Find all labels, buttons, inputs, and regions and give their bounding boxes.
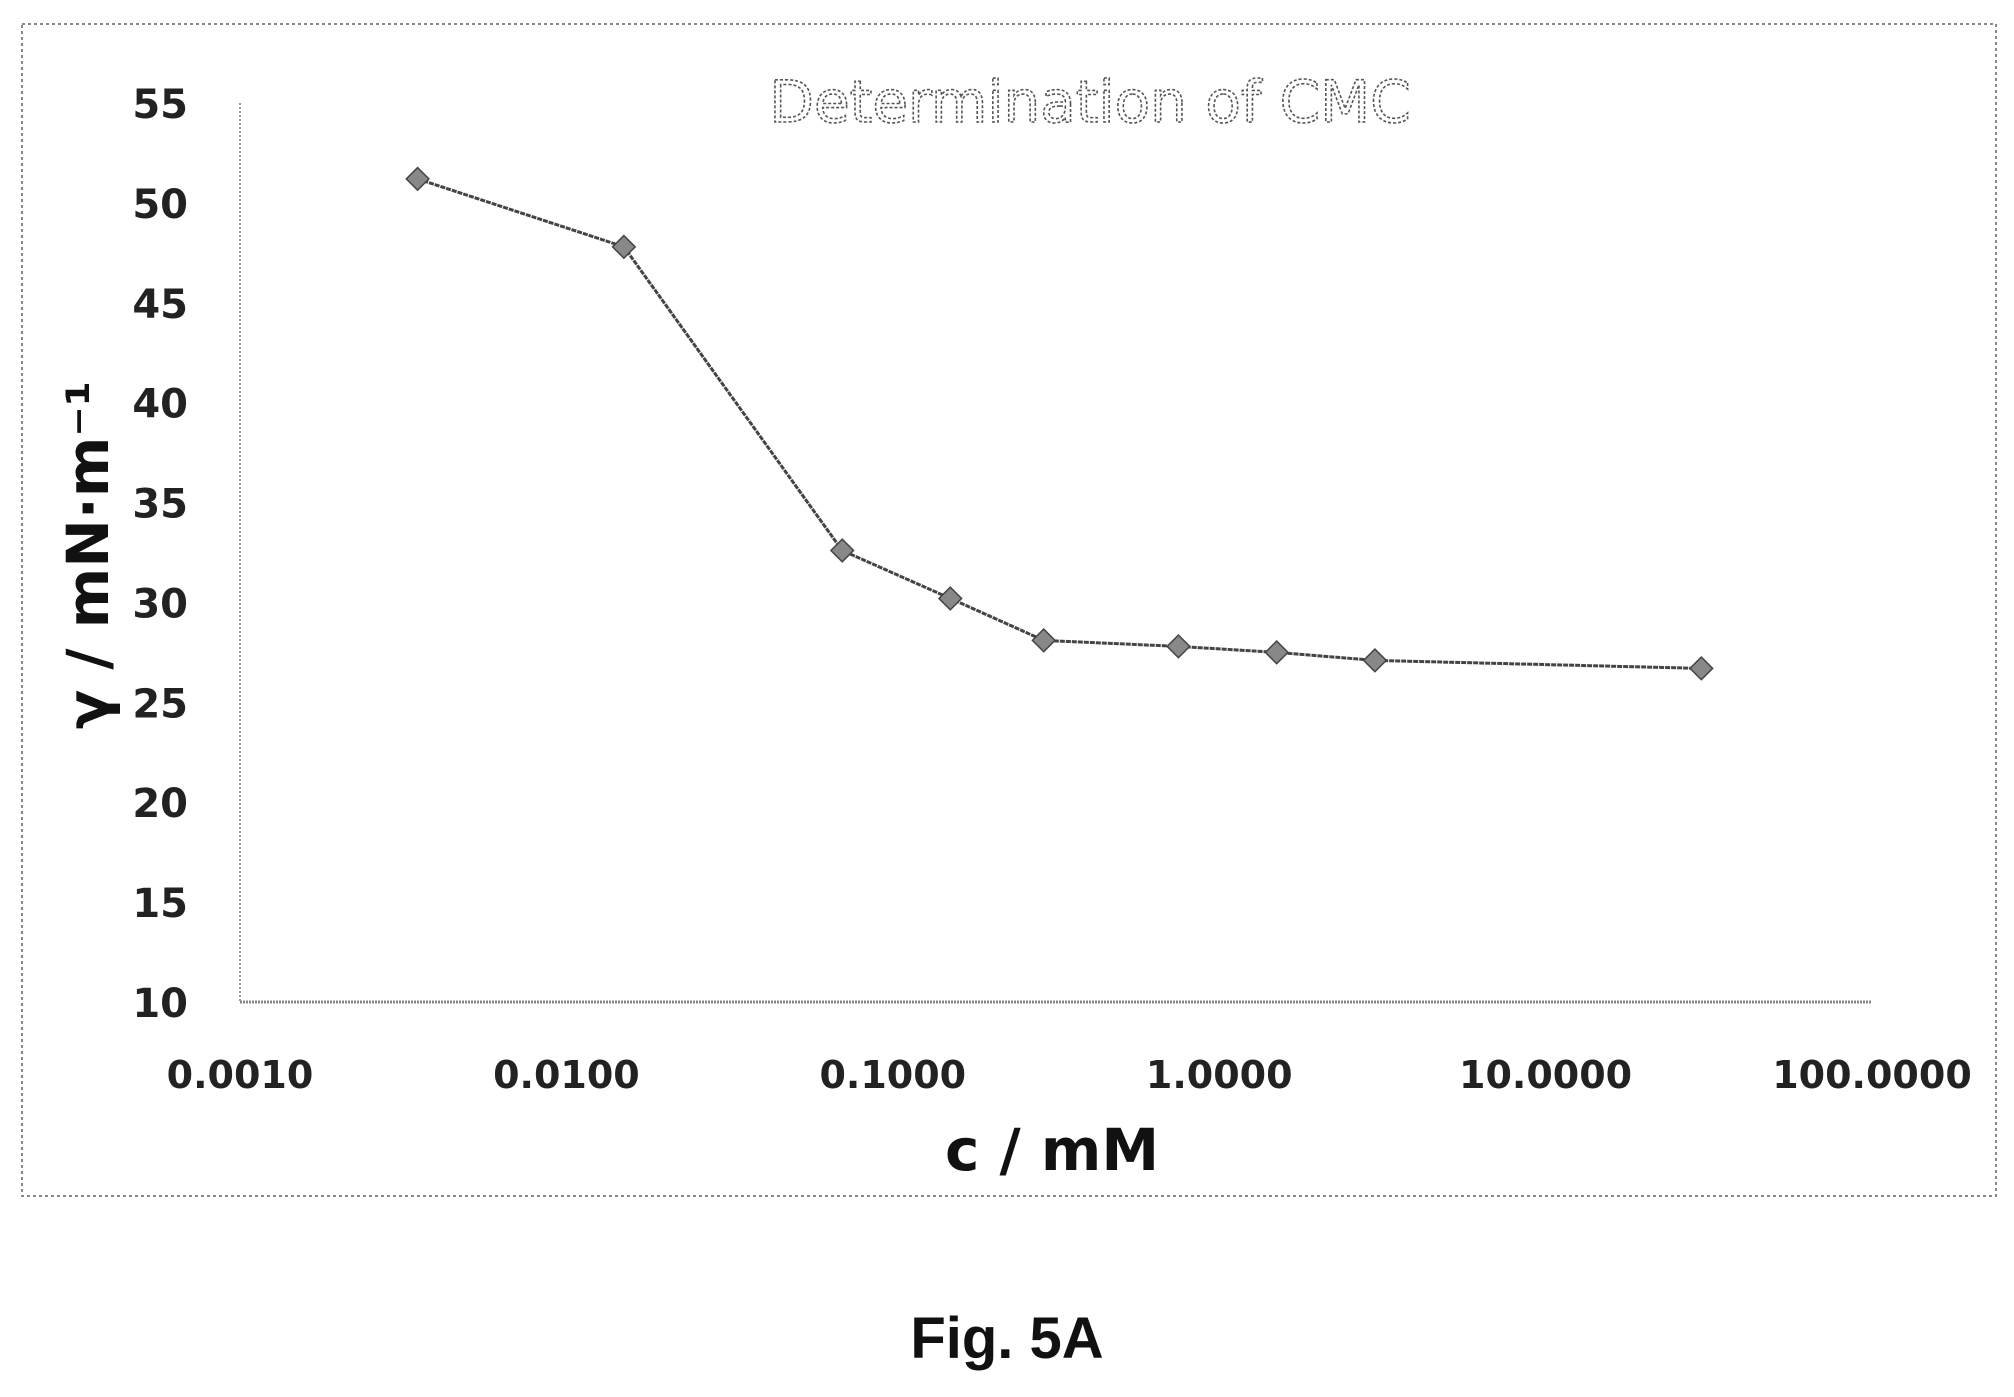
chart-frame (21, 23, 1997, 1197)
figure-caption: Fig. 5A (910, 1306, 1104, 1371)
data-point (405, 166, 430, 192)
x-tick-label: 1.0000 (1146, 1053, 1293, 1097)
chart-title: Determination of CMC (769, 68, 1410, 136)
data-point (1688, 655, 1714, 681)
x-tick-label: 10.0000 (1459, 1053, 1632, 1097)
data-point (611, 234, 637, 260)
y-tick-label: 35 (132, 482, 188, 528)
y-tick-label: 30 (132, 581, 188, 627)
plot-area (239, 103, 1872, 1004)
series-group (405, 166, 1714, 681)
y-tick-label: 10 (132, 981, 188, 1027)
x-tick-label: 100.0000 (1772, 1053, 1972, 1097)
x-axis-label: c / mM (945, 1116, 1159, 1184)
y-tick-label: 20 (132, 781, 188, 827)
data-point (829, 538, 855, 563)
y-tick-label: 40 (132, 382, 188, 428)
x-tick-label: 0.0010 (167, 1053, 314, 1097)
x-tick-labels: 0.0010 0.0100 0.1000 1.0000 10.0000 100.0000 (167, 1053, 1972, 1097)
x-tick-label: 0.1000 (819, 1053, 966, 1097)
data-point (1031, 628, 1057, 653)
y-tick-label: 25 (132, 681, 188, 727)
y-tick-label: 55 (132, 82, 188, 128)
data-point (1264, 640, 1290, 665)
y-axis-label: γ / mN·m⁻¹ (54, 381, 122, 730)
y-tick-label: 15 (132, 881, 188, 927)
data-point (1166, 634, 1191, 659)
y-tick-label: 50 (132, 182, 188, 228)
data-point (937, 586, 963, 611)
data-point (1362, 648, 1388, 673)
y-tick-label: 45 (132, 282, 188, 328)
x-tick-label: 0.0100 (493, 1053, 640, 1097)
series-line (417, 177, 1702, 670)
y-tick-labels: 10 15 20 25 30 35 40 45 50 55 (132, 82, 188, 1027)
